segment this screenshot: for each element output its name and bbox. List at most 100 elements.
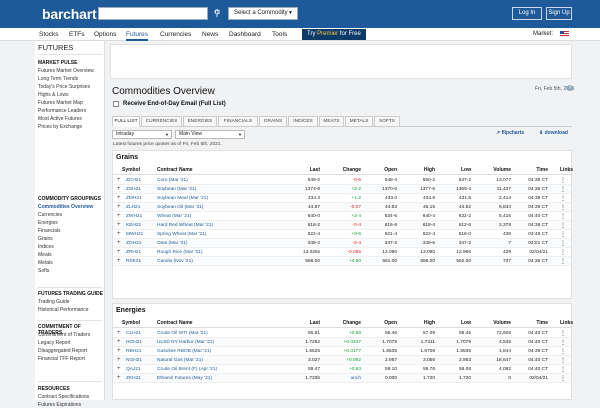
tab-metals[interactable]: METALS (345, 116, 373, 127)
plus-icon[interactable]: + (117, 186, 121, 192)
symbol-link[interactable]: HOH21 (126, 340, 142, 345)
us-flag-icon[interactable] (560, 31, 569, 37)
table-row[interactable]: + HOH21 ULSD NY Harbor (Mar '21) 1.7252 +0.0… (113, 338, 571, 347)
symbol-link[interactable]: ZLH21 (126, 205, 141, 210)
sidebar-item[interactable]: Currencies (38, 212, 63, 218)
plus-icon[interactable]: + (117, 339, 121, 345)
column-header[interactable]: Symbol (122, 167, 141, 173)
symbol-link[interactable]: ZKH21 (126, 376, 141, 381)
sidebar-item[interactable]: Grains (38, 236, 53, 242)
sidebar-item[interactable]: Contract Specifications (38, 394, 90, 400)
tab-full-list[interactable]: FULL LIST (112, 116, 140, 127)
table-row[interactable]: + ZRH21 Rough Rice (Mar '21) 13.025s -0.065 1… (113, 248, 571, 257)
sidebar-item[interactable]: Meats (38, 252, 52, 258)
tab-energies[interactable]: ENERGIES (183, 116, 217, 127)
contract-name-link[interactable]: Natural Gas (Mar '21) (157, 358, 203, 363)
contract-name-link[interactable]: Soybean Oil (Mar '21) (157, 205, 204, 210)
links-icon[interactable]: ⋮ (560, 178, 566, 184)
contract-name-link[interactable]: Rough Rice (Mar '21) (157, 250, 203, 255)
table-row[interactable]: + RSK21 Canola (Nov '21) 566.00 +4.90 561.00 5… (113, 257, 571, 266)
tab-currencies[interactable]: CURRENCIES (141, 116, 182, 127)
email-checkbox[interactable] (113, 101, 119, 107)
nav-news[interactable]: News (202, 31, 219, 38)
plus-icon[interactable]: + (117, 375, 121, 381)
plus-icon[interactable]: + (117, 204, 121, 210)
symbol-link[interactable]: QAJ21 (126, 367, 141, 372)
symbol-link[interactable]: NGH21 (126, 358, 142, 363)
links-icon[interactable]: ⋮ (560, 367, 566, 373)
symbol-link[interactable]: ZCH21 (126, 178, 142, 183)
plus-icon[interactable]: + (117, 213, 121, 219)
column-header[interactable]: Last (309, 167, 320, 173)
symbol-link[interactable]: ZSH21 (126, 187, 141, 192)
links-icon[interactable]: ⋮ (560, 205, 566, 211)
nav-tools[interactable]: Tools (272, 31, 288, 38)
barchart-logo[interactable]: barchart (42, 6, 97, 22)
symbol-link[interactable]: KEH21 (126, 223, 142, 228)
contract-name-link[interactable]: Spring Wheat (Mar '21) (157, 232, 207, 237)
table-row[interactable]: + KEH21 Hard Red Wheat (Mar '21) 618-2 -0-4 6… (113, 221, 571, 230)
links-icon[interactable]: ⋮ (560, 187, 566, 193)
sidebar-item[interactable]: Energies (38, 220, 58, 226)
sidebar-item[interactable]: Futures Market Overview (38, 68, 94, 74)
help-icon[interactable]: ? (567, 85, 573, 91)
sidebar-item-commodities-overview[interactable]: Commodities Overview (38, 204, 94, 210)
sidebar-item[interactable]: Historical Performance (38, 307, 89, 313)
plus-icon[interactable]: + (117, 231, 121, 237)
plus-icon[interactable]: + (117, 240, 121, 246)
sidebar-item[interactable]: Highs & Lows (38, 92, 69, 98)
main-view-select[interactable]: Main View ▼ (175, 130, 245, 139)
column-header[interactable]: Time (536, 320, 548, 326)
contract-name-link[interactable]: Hard Red Wheat (Mar '21) (157, 223, 214, 228)
nav-options[interactable]: Options (94, 31, 117, 38)
symbol-link[interactable]: RSK21 (126, 259, 142, 264)
search-input[interactable] (98, 7, 208, 20)
table-row[interactable]: + ZMH21 Soybean Meal (Mar '21) 434.3 +1.2 433… (113, 194, 571, 203)
column-header[interactable]: Change (342, 320, 361, 326)
sidebar-item[interactable]: Financials (38, 228, 61, 234)
links-icon[interactable]: ⋮ (560, 358, 566, 364)
symbol-link[interactable]: CLH21 (126, 331, 141, 336)
links-icon[interactable]: ⋮ (560, 340, 566, 346)
nav-futures[interactable]: Futures (126, 31, 149, 41)
contract-name-link[interactable]: Corn (Mar '21) (157, 178, 188, 183)
table-row[interactable]: + ZOH21 Oats (Mar '21) 349-2 -0-4 347-2 349-6 3… (113, 239, 571, 248)
login-button[interactable]: Log In (512, 7, 542, 20)
column-header[interactable]: Contract Name (157, 167, 193, 173)
contract-name-link[interactable]: Canola (Nov '21) (157, 259, 193, 264)
download-link[interactable]: ⬇ download (539, 130, 568, 136)
table-row[interactable]: + NGH21 Natural Gas (Mar '21) 3.027 +0.092 2.… (113, 356, 571, 365)
sidebar-item[interactable]: Today's Price Surprises (38, 84, 91, 90)
table-row[interactable]: + ZSH21 Soybean (Mar '21) 1374-6 +2-2 1370-6 1… (113, 185, 571, 194)
sidebar-item[interactable]: Legacy Report (38, 340, 71, 346)
column-header[interactable]: Volume (493, 320, 511, 326)
contract-name-link[interactable]: ULSD NY Harbor (Mar '21) (157, 340, 215, 345)
tab-softs[interactable]: SOFTS (374, 116, 400, 127)
view-select[interactable]: Intraday ▼ (112, 130, 172, 139)
contract-name-link[interactable]: Crude Oil Brent (F) (Apr '21) (157, 367, 218, 372)
column-header[interactable]: Links (560, 167, 574, 173)
sidebar-item[interactable]: Most Active Futures (38, 116, 82, 122)
links-icon[interactable]: ⋮ (560, 376, 566, 382)
table-row[interactable]: + CLH21 Crude Oil WTI (Mar '21) 56.81 +0.58 5… (113, 329, 571, 338)
symbol-link[interactable]: ZRH21 (126, 250, 142, 255)
column-header[interactable]: Open (384, 320, 397, 326)
sidebar-item[interactable]: Metals (38, 260, 53, 266)
plus-icon[interactable]: + (117, 222, 121, 228)
sidebar-item[interactable]: Performance Leaders (38, 108, 87, 114)
table-row[interactable]: + ZLH21 Soybean Oil (Mar '21) 44.87 -0.07 44.… (113, 203, 571, 212)
nav-etfs[interactable]: ETFs (69, 31, 85, 38)
contract-name-link[interactable]: Gasoline RBOB (Mar '21) (157, 349, 212, 354)
plus-icon[interactable]: + (117, 195, 121, 201)
plus-icon[interactable]: + (117, 357, 121, 363)
nav-currencies[interactable]: Currencies (160, 31, 192, 38)
contract-name-link[interactable]: Ethanol Futures (May '21) (157, 376, 213, 381)
nav-dashboard[interactable]: Dashboard (229, 31, 261, 38)
column-header[interactable]: Time (536, 167, 548, 173)
email-label[interactable]: Receive End-of-Day Email (Full List) (123, 101, 226, 107)
column-header[interactable]: Change (342, 167, 361, 173)
links-icon[interactable]: ⋮ (560, 232, 566, 238)
plus-icon[interactable]: + (117, 258, 121, 264)
column-header[interactable]: Open (384, 167, 397, 173)
sidebar-item[interactable]: Commitment of Traders (38, 332, 91, 338)
